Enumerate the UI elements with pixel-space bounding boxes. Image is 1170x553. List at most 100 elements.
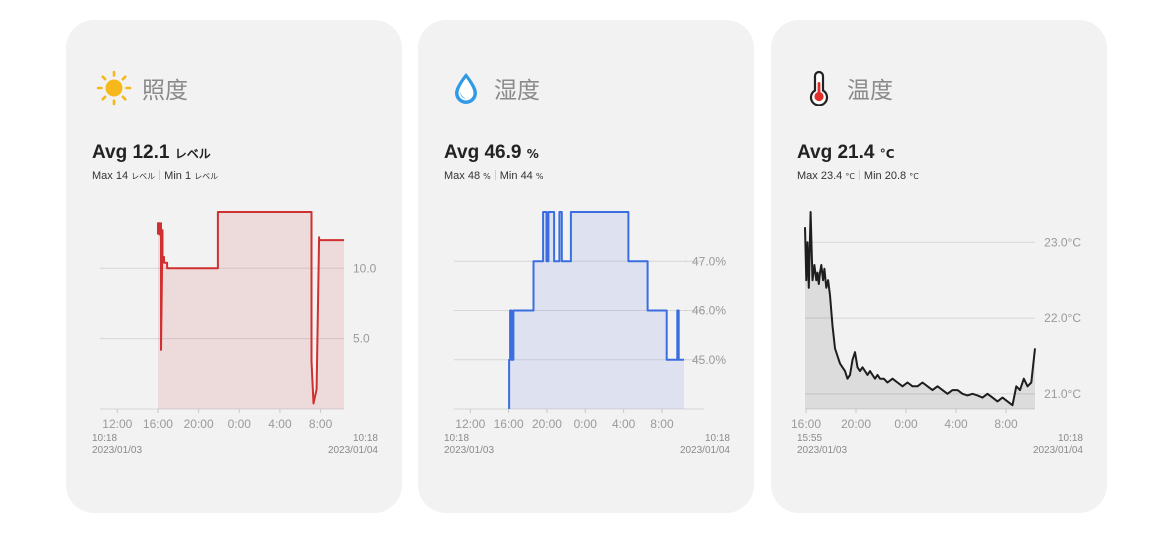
average-value: Avg 21.4 °C	[797, 142, 895, 164]
max-label: Max	[444, 170, 465, 182]
divider	[858, 170, 860, 180]
humidity-chart: 45.0% 46.0% 47.0% 12:00 16:00 20:00 0:00 4:00 8:…	[454, 211, 726, 431]
x-tick-label: 20:00	[184, 417, 214, 431]
y-tick-label: 47.0%	[692, 254, 726, 268]
avg-unit: °C	[879, 147, 895, 161]
min-value: 1	[184, 170, 192, 182]
sun-icon	[96, 70, 132, 106]
min-unit: °C	[909, 172, 919, 181]
range-start-time: 10:18	[92, 433, 118, 444]
range-end-date: 2023/01/04	[327, 445, 378, 456]
card-title: 湿度	[494, 78, 540, 104]
min-label: Min	[863, 170, 882, 182]
range-start: 15:55 2023/01/03	[797, 433, 847, 457]
card-header: 温度	[801, 70, 893, 106]
max-min: Max 14 レベル Min 1 レベル	[92, 170, 218, 182]
divider	[494, 170, 496, 180]
range-end-time: 10:18	[704, 433, 730, 444]
x-tick-label: 16:00	[791, 417, 821, 431]
range-start-time: 15:55	[797, 433, 823, 444]
temperature-chart: 21.0°C 22.0°C 23.0°C 16:00 20:00 0:00 4:00 8:00	[791, 211, 1081, 431]
card-title: 照度	[142, 78, 188, 104]
x-tick-label: 4:00	[612, 417, 636, 431]
max-label: Max	[797, 170, 818, 182]
card-header: 湿度	[448, 70, 540, 106]
x-tick-label: 8:00	[994, 417, 1018, 431]
y-tick-label: 10.0	[353, 261, 377, 275]
max-min: Max 48 % Min 44 %	[444, 170, 543, 182]
illuminance-chart: 5.0 10.0 12:00 16:00 20:00 0:00 4:00 8:00	[100, 211, 377, 431]
x-tick-label: 16:00	[143, 417, 173, 431]
range-end-date: 2023/01/04	[1032, 445, 1083, 456]
series-line	[508, 211, 684, 409]
min-value: 20.8	[884, 170, 907, 182]
series-area	[509, 212, 684, 409]
x-tick-label: 20:00	[841, 417, 871, 431]
avg-label: Avg	[444, 142, 480, 163]
range-end: 10:18 2023/01/04	[328, 433, 378, 457]
min-unit: レベル	[194, 172, 219, 181]
x-tick-label: 4:00	[268, 417, 292, 431]
y-tick-label: 22.0°C	[1044, 311, 1081, 325]
y-tick-label: 45.0%	[692, 353, 726, 367]
max-unit: °C	[845, 172, 855, 181]
y-tick-label: 46.0%	[692, 304, 726, 318]
illuminance-card: 照度 Avg 12.1 レベル Max 14 レベル Min 1 レベル 5.0 1…	[66, 20, 402, 513]
avg-label: Avg	[797, 142, 833, 163]
x-tick-label: 12:00	[102, 417, 132, 431]
average-value: Avg 12.1 レベル	[92, 142, 211, 164]
max-value: 23.4	[820, 170, 843, 182]
y-tick-label: 5.0	[353, 332, 370, 346]
max-unit: レベル	[131, 172, 156, 181]
range-start: 10:18 2023/01/03	[444, 433, 494, 457]
range-end: 10:18 2023/01/04	[680, 433, 730, 457]
min-unit: %	[535, 172, 544, 181]
series-line	[804, 211, 1036, 407]
min-label: Min	[499, 170, 518, 182]
min-value: 44	[520, 170, 533, 182]
y-tick-label: 21.0°C	[1044, 387, 1081, 401]
x-tick-label: 16:00	[494, 417, 524, 431]
divider	[159, 170, 161, 180]
avg-number: 21.4	[837, 142, 875, 163]
water-drop-icon	[455, 73, 477, 104]
max-value: 48	[467, 170, 481, 182]
average-value: Avg 46.9 %	[444, 142, 539, 164]
temperature-card: 温度 Avg 21.4 °C Max 23.4 °C Min 20.8 °C 21…	[771, 20, 1107, 513]
card-title: 温度	[847, 78, 893, 104]
thermometer-icon	[809, 70, 829, 106]
x-tick-label: 20:00	[532, 417, 562, 431]
range-end-date: 2023/01/04	[679, 445, 730, 456]
range-start: 10:18 2023/01/03	[92, 433, 142, 457]
x-tick-label: 12:00	[455, 417, 485, 431]
range-end: 10:18 2023/01/04	[1033, 433, 1083, 457]
avg-number: 46.9	[484, 142, 522, 163]
avg-unit: レベル	[174, 147, 211, 161]
range-start-date: 2023/01/03	[92, 445, 143, 456]
x-tick-label: 0:00	[228, 417, 252, 431]
max-unit: %	[483, 172, 491, 181]
range-start-date: 2023/01/03	[444, 445, 495, 456]
x-tick-label: 0:00	[574, 417, 598, 431]
max-min: Max 23.4 °C Min 20.8 °C	[797, 170, 919, 182]
series-line	[157, 211, 344, 405]
avg-unit: %	[526, 147, 539, 161]
avg-label: Avg	[92, 142, 128, 163]
x-tick-label: 8:00	[650, 417, 674, 431]
series-area	[158, 212, 344, 409]
range-start-date: 2023/01/03	[797, 445, 848, 456]
x-tick-label: 8:00	[309, 417, 333, 431]
y-tick-label: 23.0°C	[1044, 235, 1081, 249]
humidity-card: 湿度 Avg 46.9 % Max 48 % Min 44 % 45.0% 46.0…	[418, 20, 754, 513]
max-value: 14	[115, 170, 129, 182]
min-label: Min	[164, 170, 182, 182]
x-tick-label: 4:00	[944, 417, 968, 431]
x-tick-label: 0:00	[894, 417, 918, 431]
range-end-time: 10:18	[352, 433, 378, 444]
card-header: 照度	[96, 70, 188, 106]
avg-number: 12.1	[132, 142, 170, 163]
max-label: Max	[92, 170, 113, 182]
series-area	[805, 212, 1035, 409]
range-end-time: 10:18	[1057, 433, 1083, 444]
range-start-time: 10:18	[444, 433, 470, 444]
